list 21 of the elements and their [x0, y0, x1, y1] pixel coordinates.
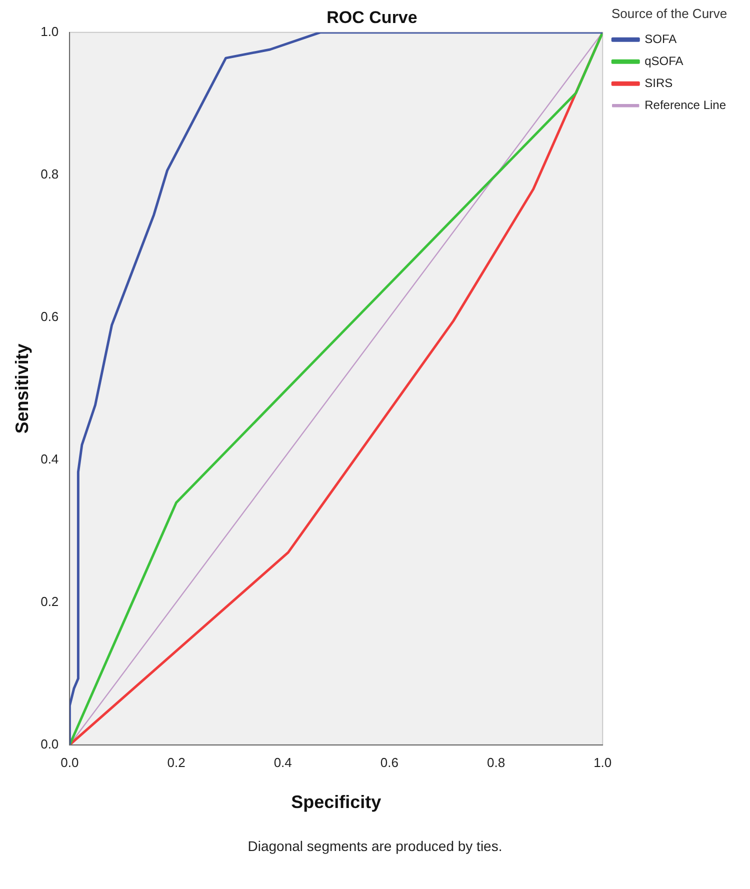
chart-title: ROC Curve	[326, 8, 418, 27]
x-tick-label: 0.2	[167, 755, 186, 770]
x-axis-title: Specificity	[291, 792, 382, 812]
y-tick-label: 0.2	[40, 594, 59, 609]
y-tick-label: 0.4	[40, 451, 59, 466]
y-axis-title: Sensitivity	[12, 344, 32, 434]
y-tick-label: 1.0	[40, 24, 59, 39]
legend-label: qSOFA	[644, 54, 684, 68]
text: Diagonal segments are produced by ties.	[246, 838, 504, 854]
x-tick-label: 0.6	[380, 755, 398, 770]
y-tick-label: 0.8	[40, 166, 59, 182]
y-tick-label: 0.0	[40, 736, 59, 752]
x-tick-label: 0.0	[60, 755, 79, 770]
legend-label: Reference Line	[644, 98, 726, 112]
y-tick-label: 0.6	[40, 308, 59, 324]
legend-title: Source of the Curve	[611, 6, 728, 22]
legend-label: SOFA	[644, 32, 677, 46]
x-tick-label: 1.0	[594, 755, 612, 770]
legend-label: SIRS	[644, 76, 673, 90]
x-tick-label: 0.8	[486, 755, 506, 770]
x-tick-label: 0.4	[274, 755, 292, 770]
